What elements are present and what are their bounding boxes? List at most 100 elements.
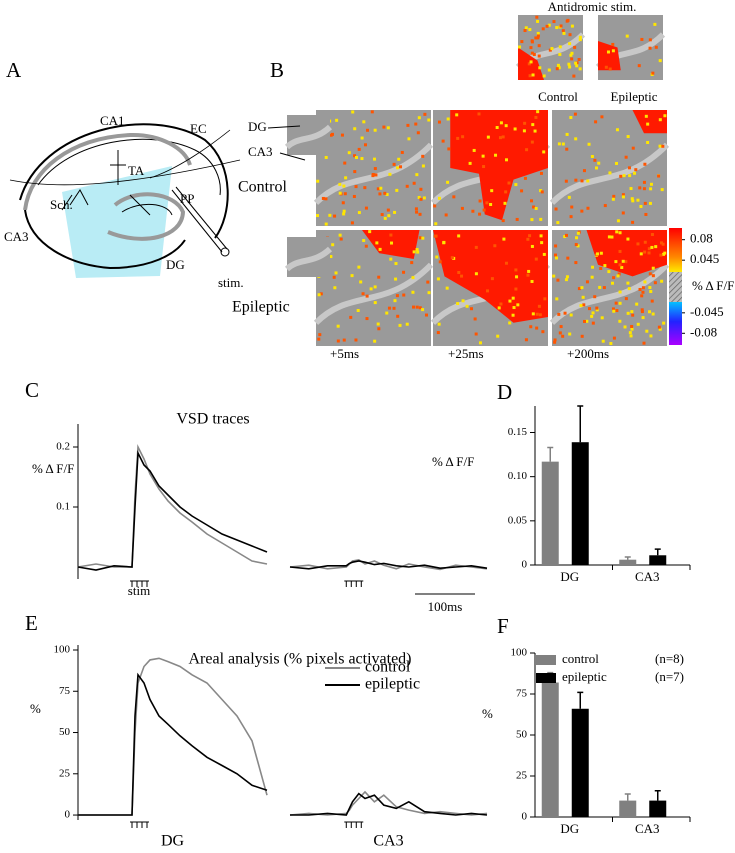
activation-pixel xyxy=(555,26,559,30)
legend-swatch xyxy=(536,673,556,683)
activation-pixel xyxy=(565,147,569,151)
activation-pixel xyxy=(380,213,384,217)
activation-pixel xyxy=(427,118,431,122)
activation-pixel xyxy=(529,60,533,64)
activation-pixel xyxy=(598,285,602,289)
activation-pixel xyxy=(317,293,321,297)
bar xyxy=(619,800,637,817)
activation-pixel xyxy=(407,137,411,141)
activation-pixel xyxy=(554,207,558,211)
activation-pixel xyxy=(591,321,595,325)
diagram-label: EC xyxy=(190,121,207,136)
activation-pixel xyxy=(523,176,527,180)
activation-pixel xyxy=(324,197,328,201)
activation-pixel xyxy=(645,329,649,333)
activation-pixel xyxy=(663,114,667,118)
scale-bar-label: 100ms xyxy=(428,599,463,614)
activation-pixel xyxy=(582,169,586,173)
activation-pixel xyxy=(535,326,539,330)
activation-pixel xyxy=(446,180,450,184)
activation xyxy=(598,41,621,71)
activation-pixel xyxy=(416,131,420,135)
activation-pixel xyxy=(339,237,343,241)
activation-pixel xyxy=(528,28,532,32)
activation-pixel xyxy=(415,210,419,214)
activation-pixel xyxy=(594,166,598,170)
image-cell xyxy=(595,15,666,80)
activation-pixel xyxy=(504,124,508,128)
activation-pixel xyxy=(503,201,507,205)
activation-pixel xyxy=(478,212,482,216)
activation-pixel xyxy=(373,301,377,305)
activation-pixel xyxy=(457,234,461,238)
activation-pixel xyxy=(368,230,372,234)
activation-pixel xyxy=(606,50,610,54)
activation-pixel xyxy=(332,275,336,279)
time-label: +5ms xyxy=(330,346,359,361)
activation-pixel xyxy=(626,237,630,241)
activation-pixel xyxy=(658,327,662,331)
activation-pixel xyxy=(631,313,635,317)
activation-pixel xyxy=(640,310,644,314)
activation-pixel xyxy=(386,208,390,212)
activation-pixel xyxy=(496,334,500,338)
activation-pixel xyxy=(393,210,397,214)
activation-pixel xyxy=(389,257,393,261)
y-tick-label: 100 xyxy=(511,647,528,659)
activation-pixel xyxy=(659,241,663,245)
activation-pixel xyxy=(433,204,437,208)
activation-pixel xyxy=(395,166,399,170)
activation-pixel xyxy=(593,295,597,299)
activation-pixel xyxy=(615,128,619,132)
activation-pixel xyxy=(414,207,418,211)
activation-pixel xyxy=(421,308,425,312)
activation-pixel xyxy=(568,42,572,46)
activation-pixel xyxy=(574,261,578,265)
activation-pixel xyxy=(441,139,445,143)
activation-pixel xyxy=(328,213,332,217)
activation-pixel xyxy=(552,20,556,24)
activation-pixel xyxy=(436,277,440,281)
activation-pixel xyxy=(495,125,499,129)
activation-pixel xyxy=(573,45,577,49)
activation-pixel xyxy=(561,142,565,146)
activation-pixel xyxy=(565,132,569,136)
activation-pixel xyxy=(436,331,440,335)
activation-pixel xyxy=(574,243,578,247)
region-label: DG xyxy=(248,119,267,134)
activation-pixel xyxy=(321,196,325,200)
activation-pixel xyxy=(434,234,438,238)
activation-pixel xyxy=(536,110,540,114)
activation-pixel xyxy=(619,174,623,178)
activation-pixel xyxy=(658,144,662,148)
activation-pixel xyxy=(395,188,399,192)
activation-pixel xyxy=(531,123,535,127)
activation-pixel xyxy=(626,135,630,139)
activation-pixel xyxy=(650,233,654,237)
activation-pixel xyxy=(640,308,644,312)
activation-pixel xyxy=(630,197,634,201)
activation-pixel xyxy=(416,250,420,254)
activation-pixel xyxy=(561,29,565,33)
activation-pixel xyxy=(661,242,665,246)
y-tick-label: 0.1 xyxy=(56,501,70,513)
activation-pixel xyxy=(657,174,661,178)
activation-pixel xyxy=(460,206,464,210)
activation-pixel xyxy=(532,52,536,56)
activation-pixel xyxy=(417,116,421,120)
activation-pixel xyxy=(642,187,646,191)
activation-pixel xyxy=(317,337,321,341)
activation-pixel xyxy=(556,221,560,225)
image-cell xyxy=(313,110,434,226)
image-cell xyxy=(284,115,333,155)
activation-pixel xyxy=(452,195,456,199)
activation-pixel xyxy=(640,37,644,41)
error-bar xyxy=(624,556,631,560)
activation-pixel xyxy=(537,54,541,58)
chart-title: VSD traces xyxy=(176,411,249,428)
activation-pixel xyxy=(565,275,569,279)
activation-pixel xyxy=(631,146,635,150)
activation-pixel xyxy=(394,262,398,266)
activation-pixel xyxy=(580,334,584,338)
activation-pixel xyxy=(382,125,386,129)
